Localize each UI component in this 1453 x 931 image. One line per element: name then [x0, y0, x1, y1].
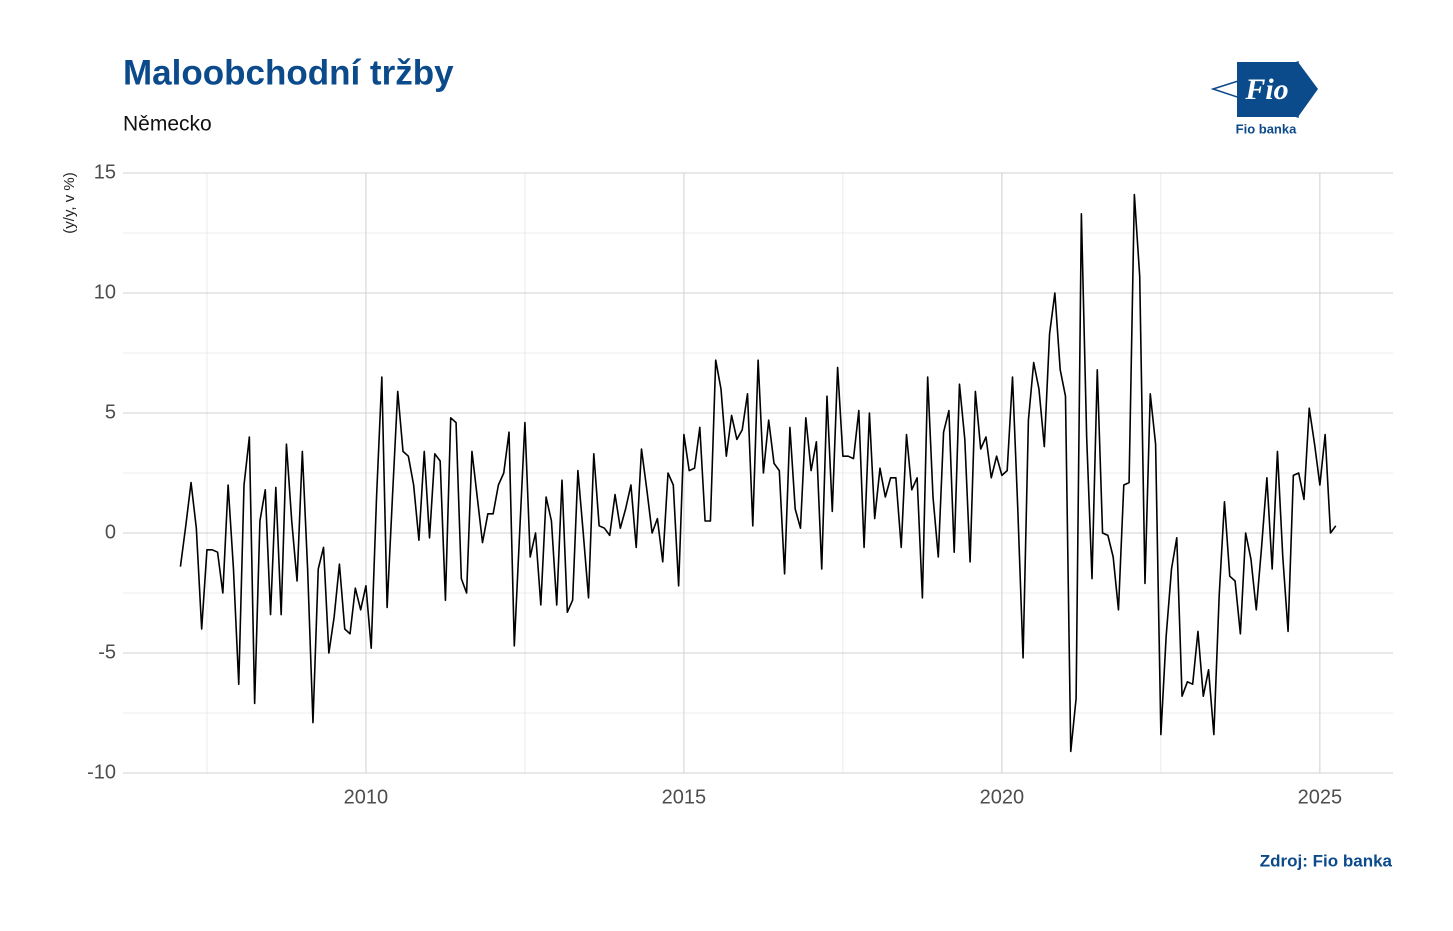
logo: Fio Fio banka [1210, 60, 1318, 136]
chart-title: Maloobchodní tržby [123, 53, 454, 92]
source: Zdroj: Fio banka [1260, 851, 1393, 870]
logo-text: Fio [1244, 73, 1288, 106]
chart-subtitle: Německo [123, 113, 212, 136]
logo-caption: Fio banka [1236, 121, 1297, 136]
y-axis-label: (y/y, v %) [61, 172, 78, 233]
x-tick-label: 2025 [1298, 786, 1343, 808]
y-tick-label: 10 [94, 281, 116, 303]
data-line [179, 193, 1337, 753]
y-tick-label: -10 [87, 761, 116, 783]
y-tick-label: 15 [94, 161, 116, 183]
y-tick-label: 0 [105, 521, 116, 543]
x-tick-label: 2010 [344, 786, 389, 808]
x-tick-label: 2015 [662, 786, 707, 808]
x-tick-label: 2020 [980, 786, 1025, 808]
y-tick-label: 5 [105, 401, 116, 423]
logo-flag [1237, 62, 1318, 117]
y-tick-label: -5 [98, 641, 116, 663]
